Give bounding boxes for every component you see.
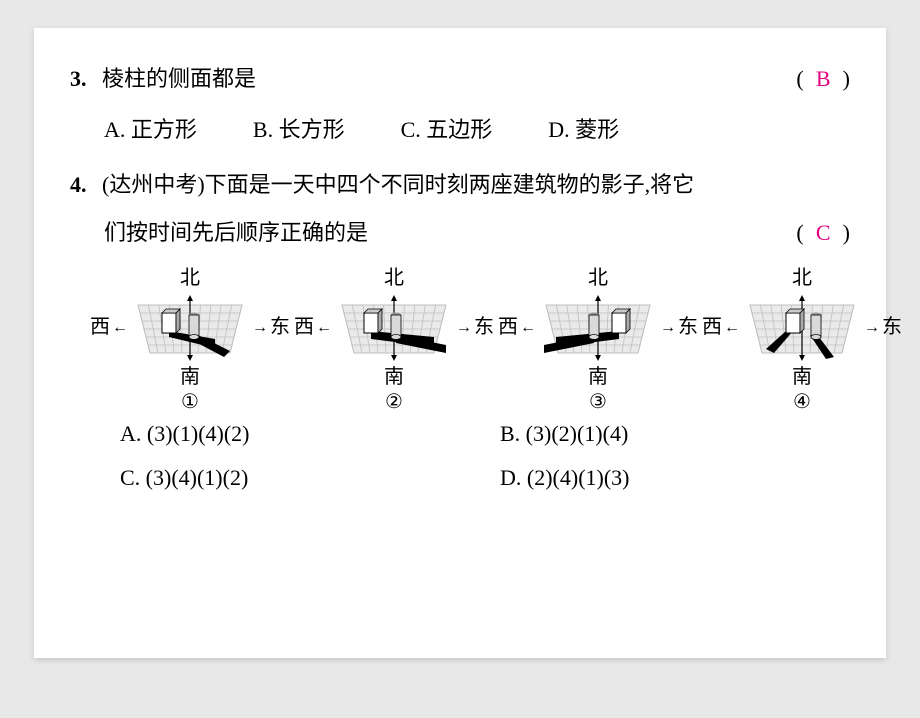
q3-number: 3. — [70, 58, 92, 100]
q4-opt-c: C. (3)(4)(1)(2) — [120, 465, 470, 491]
marker-2: ② — [294, 390, 494, 415]
q4-stem-l2: 们按时间先后顺序正确的是 — [104, 212, 368, 254]
q4-line2: 们按时间先后顺序正确的是 ( C ) — [104, 212, 850, 254]
scene-2 — [334, 293, 454, 363]
dir-west: 西 — [702, 315, 722, 340]
diagram-1: 北 西← →东 南 ① — [90, 266, 290, 415]
q4-diagrams: 北 西← →东 南 ① 北 西← — [90, 266, 850, 415]
q3-answer: B — [809, 58, 837, 100]
q3-opt-b: B. 长方形 — [253, 106, 345, 154]
dir-east: 东 — [882, 315, 902, 340]
dir-north: 北 — [702, 266, 902, 291]
q4-answer: C — [809, 212, 837, 254]
arrow-right-icon: → — [660, 318, 676, 338]
q4-paren: ( C ) — [796, 212, 850, 254]
arrow-right-icon: → — [864, 318, 880, 338]
diagram-4: 北 西← →东 南 ④ — [702, 266, 902, 415]
paren-open: ( — [796, 220, 803, 245]
arrow-left-icon: ← — [112, 318, 128, 338]
paren-open: ( — [796, 66, 803, 91]
marker-3: ③ — [498, 390, 698, 415]
q3-opt-a: A. 正方形 — [104, 106, 197, 154]
arrow-right-icon: → — [456, 318, 472, 338]
q4-opt-b: B. (3)(2)(1)(4) — [500, 421, 850, 447]
dir-east: 东 — [270, 315, 290, 340]
dir-south: 南 — [90, 365, 290, 390]
arrow-left-icon: ← — [724, 318, 740, 338]
marker-1: ① — [90, 390, 290, 415]
dir-west: 西 — [294, 315, 314, 340]
arrow-left-icon: ← — [520, 318, 536, 338]
q3-stem: 棱柱的侧面都是 — [102, 58, 796, 100]
q4-options: A. (3)(1)(4)(2) B. (3)(2)(1)(4) C. (3)(4… — [120, 421, 850, 491]
dir-east: 东 — [474, 315, 494, 340]
dir-west: 西 — [90, 315, 110, 340]
q3-paren: ( B ) — [796, 58, 850, 100]
arrow-right-icon: → — [252, 318, 268, 338]
dir-west: 西 — [498, 315, 518, 340]
diagram-2: 北 西← →东 南 ② — [294, 266, 494, 415]
marker-4: ④ — [702, 390, 902, 415]
q4-number: 4. — [70, 164, 92, 206]
q4-stem-l1: (达州中考)下面是一天中四个不同时刻两座建筑物的影子,将它 — [102, 164, 850, 206]
q3-line: 3. 棱柱的侧面都是 ( B ) — [70, 58, 850, 100]
q4-line1: 4. (达州中考)下面是一天中四个不同时刻两座建筑物的影子,将它 — [70, 164, 850, 206]
scene-3 — [538, 293, 658, 363]
q3-opt-d: D. 菱形 — [548, 106, 619, 154]
dir-east: 东 — [678, 315, 698, 340]
q3-opt-c: C. 五边形 — [401, 106, 493, 154]
dir-north: 北 — [498, 266, 698, 291]
paren-close: ) — [843, 66, 850, 91]
dir-south: 南 — [498, 365, 698, 390]
arrow-left-icon: ← — [316, 318, 332, 338]
dir-north: 北 — [294, 266, 494, 291]
dir-south: 南 — [294, 365, 494, 390]
paren-close: ) — [843, 220, 850, 245]
scene-4 — [742, 293, 862, 363]
q3-options: A. 正方形 B. 长方形 C. 五边形 D. 菱形 — [104, 106, 850, 154]
dir-north: 北 — [90, 266, 290, 291]
dir-south: 南 — [702, 365, 902, 390]
q4-opt-d: D. (2)(4)(1)(3) — [500, 465, 850, 491]
diagram-3: 北 西← →东 南 ③ — [498, 266, 698, 415]
scene-1 — [130, 293, 250, 363]
q4-opt-a: A. (3)(1)(4)(2) — [120, 421, 470, 447]
page: 3. 棱柱的侧面都是 ( B ) A. 正方形 B. 长方形 C. 五边形 D.… — [34, 28, 886, 658]
